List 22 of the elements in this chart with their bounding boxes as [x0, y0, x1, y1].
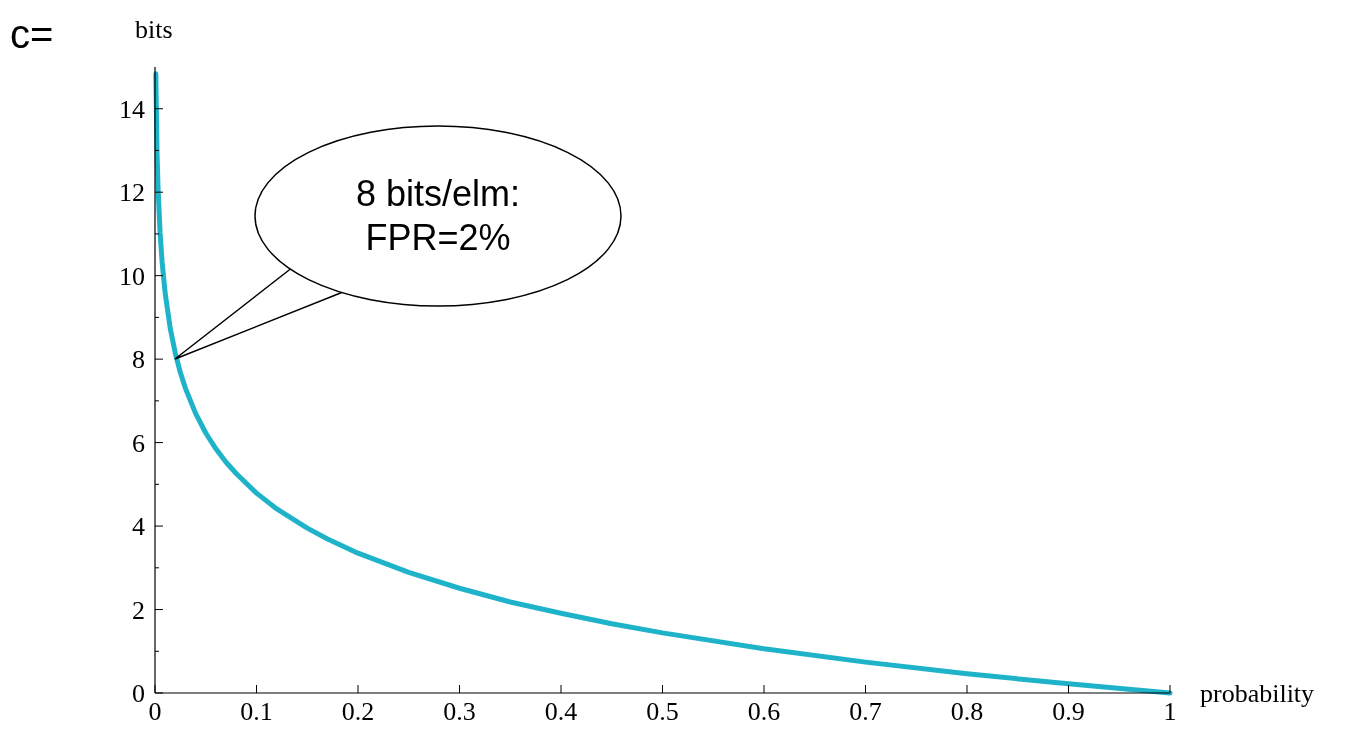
y-tick-label: 14 [119, 94, 145, 124]
x-tick-label: 0.2 [341, 697, 375, 726]
chart-title: c= [10, 12, 54, 56]
x-tick-label: 0.1 [240, 697, 273, 726]
x-tick-label: 1 [1163, 697, 1177, 726]
x-tick-label: 0.8 [950, 697, 984, 726]
y-tick-label: 12 [119, 178, 145, 208]
annotation: 8 bits/elm: FPR=2% [355, 173, 521, 258]
y-tick-label: 6 [132, 428, 145, 458]
x-tick-label: 0.5 [646, 697, 679, 726]
y-tick-label: 4 [132, 512, 145, 542]
x-tick-label: 0.3 [443, 697, 476, 726]
x-tick-label: 0.4 [544, 697, 578, 726]
y-tick-label: 8 [132, 345, 145, 375]
x-tick-label: 0.9 [1052, 697, 1085, 726]
x-tick-label: 0.7 [849, 697, 882, 726]
x-axis-title: probability [1200, 679, 1315, 708]
y-tick-label: 0 [132, 679, 145, 708]
y-tick-label: 2 [132, 595, 145, 625]
y-axis-title: bits [135, 15, 173, 44]
y-tick-label: 10 [119, 261, 145, 291]
x-tick-label: 0.6 [747, 697, 781, 726]
